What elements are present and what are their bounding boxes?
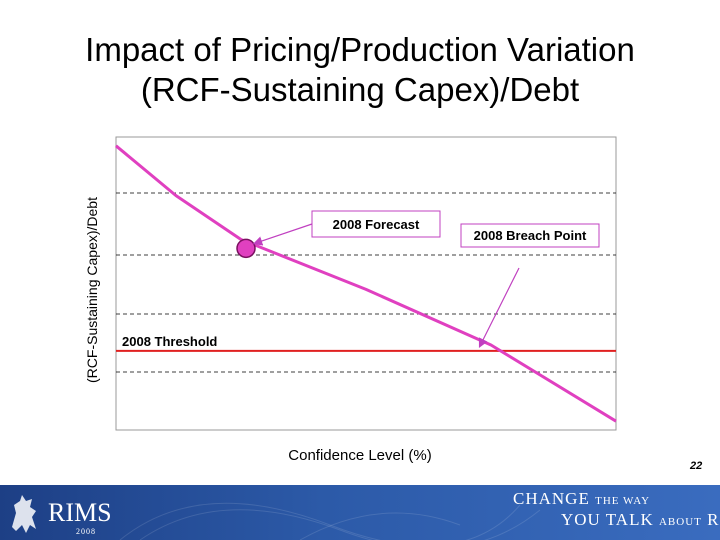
tagline-line-2: YOU TALK ABOUT RISK [561,510,720,530]
threshold-label: 2008 Threshold [122,334,217,349]
title-line-2: (RCF-Sustaining Capex)/Debt [140,71,580,108]
x-axis-label: Confidence Level (%) [288,447,432,464]
breach-callout-box [460,223,600,248]
tagline-the-way: THE WAY [595,495,651,507]
title-line-1: Impact of Pricing/Production Variation [85,31,635,68]
tagline-you-talk: YOU TALK [561,510,654,529]
tagline-about: ABOUT [658,516,702,528]
series-line [115,144,617,423]
footer-banner: RIMS 2008 CHANGE THE WAY YOU TALK ABOUT … [0,485,720,540]
plot-area [115,136,617,431]
chart: 2008 Forecast 2008 Breach Point 2008 Thres… [115,136,617,431]
breach-label: 2008 Breach Point [474,228,587,243]
slide-title: Impact of Pricing/Production Variation (… [0,30,720,110]
rims-logo-year: 2008 [76,527,96,536]
forecast-arrow [252,223,313,246]
rims-logo: RIMS 2008 [6,489,112,537]
page-number: 22 [690,460,703,472]
forecast-point-marker [236,238,256,259]
breach-arrow [478,267,520,349]
lion-emblem-icon [12,495,36,533]
y-axis-label: (RCF-Sustaining Capex)/Debt [84,197,100,383]
tagline-change: CHANGE [513,489,590,508]
tagline-risk: RISK [707,510,720,529]
tagline-line-1: CHANGE THE WAY [513,489,650,509]
forecast-label: 2008 Forecast [333,217,420,232]
rims-logo-text: RIMS [48,498,112,527]
